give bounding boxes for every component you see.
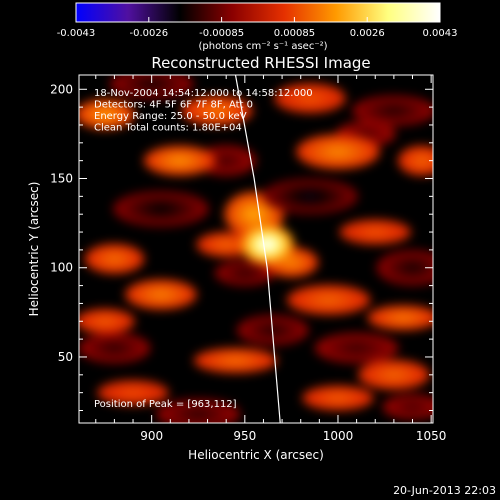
chart-title: Reconstructed RHESSI Image xyxy=(151,54,370,72)
colorbar xyxy=(75,2,441,23)
colorbar-tick-label: 0.0043 xyxy=(423,28,458,39)
x-axis-ticks: 900 950 1000 1050 xyxy=(95,75,447,443)
colorbar-tick-label: -0.0026 xyxy=(129,28,168,39)
y-tick-label: 100 xyxy=(50,261,73,275)
heatmap-image xyxy=(79,75,433,423)
negative-blob xyxy=(349,345,364,351)
emission-blob xyxy=(173,158,186,164)
y-axis-label: Heliocentric Y (arcsec) xyxy=(27,182,41,317)
emission-blob xyxy=(304,95,316,101)
negative-blob xyxy=(221,158,232,164)
negative-blob xyxy=(407,404,418,410)
footer-timestamp: 20-Jun-2013 22:03 xyxy=(393,484,496,497)
emission-blob xyxy=(331,148,345,155)
annotation-line: Clean Total counts: 1.80E+04 xyxy=(94,123,242,134)
emission-blob xyxy=(109,256,120,262)
emission-blob xyxy=(155,292,167,298)
y-tick-label: 150 xyxy=(50,172,73,186)
emission-blob xyxy=(249,210,260,218)
negative-blob xyxy=(406,264,419,271)
colorbar-tick-label: -0.00085 xyxy=(199,28,244,39)
annotation-line: Energy Range: 25.0 - 50.0 keV xyxy=(94,111,247,122)
negative-blob xyxy=(153,205,169,212)
colorbar-unit-label: (photons cm⁻² s⁻¹ asec⁻²) xyxy=(198,41,327,52)
emission-blob xyxy=(262,241,272,248)
negative-blob xyxy=(239,271,250,276)
x-tick-label: 1000 xyxy=(323,429,354,443)
emission-blob xyxy=(332,395,344,401)
annotation-line: Detectors: 4F 5F 6F 7F 8F, Att 0 xyxy=(94,100,253,111)
annotations: 18-Nov-2004 14:54:12.000 to 14:58:12.000… xyxy=(94,88,313,134)
x-tick-label: 900 xyxy=(140,429,163,443)
negative-blob xyxy=(108,345,121,351)
emission-blob xyxy=(397,315,410,320)
colorbar-ticks: -0.0043 -0.0026 -0.00085 0.00085 0.0026 0.004… xyxy=(57,17,458,39)
emission-blob xyxy=(387,372,400,378)
y-tick-label: 50 xyxy=(58,350,73,364)
negative-blob xyxy=(360,131,371,136)
x-axis-label: Heliocentric X (arcsec) xyxy=(188,448,324,462)
solar-limb-curve xyxy=(234,75,281,423)
emission-blob xyxy=(221,242,232,247)
emission-blob xyxy=(210,108,223,114)
colorbar-tick-label: 0.00085 xyxy=(274,28,315,39)
emission-blob xyxy=(127,390,139,395)
emission-blob xyxy=(286,259,296,265)
colorbar-tick-label: 0.0026 xyxy=(350,28,385,39)
plot-frame xyxy=(78,74,434,424)
emission-blob xyxy=(100,319,111,324)
emission-blob xyxy=(369,229,382,235)
x-tick-label: 1050 xyxy=(416,429,447,443)
x-tick-label: 950 xyxy=(233,429,256,443)
emission-blob xyxy=(417,158,426,164)
negative-blob xyxy=(191,411,206,417)
annotation-line: 18-Nov-2004 14:54:12.000 to 14:58:12.000 xyxy=(94,88,313,99)
negative-blob xyxy=(386,108,401,114)
colorbar-tick-label: -0.0043 xyxy=(57,28,96,39)
peak-position-label: Position of Peak = [963,112] xyxy=(94,399,237,410)
y-tick-label: 200 xyxy=(50,82,73,96)
y-axis-ticks: 50 100 150 200 xyxy=(50,82,433,412)
emission-blob xyxy=(228,358,243,363)
negative-blob xyxy=(302,193,318,200)
negative-blob xyxy=(144,81,159,87)
emission-blob xyxy=(100,111,111,117)
emission-blob xyxy=(321,297,336,303)
